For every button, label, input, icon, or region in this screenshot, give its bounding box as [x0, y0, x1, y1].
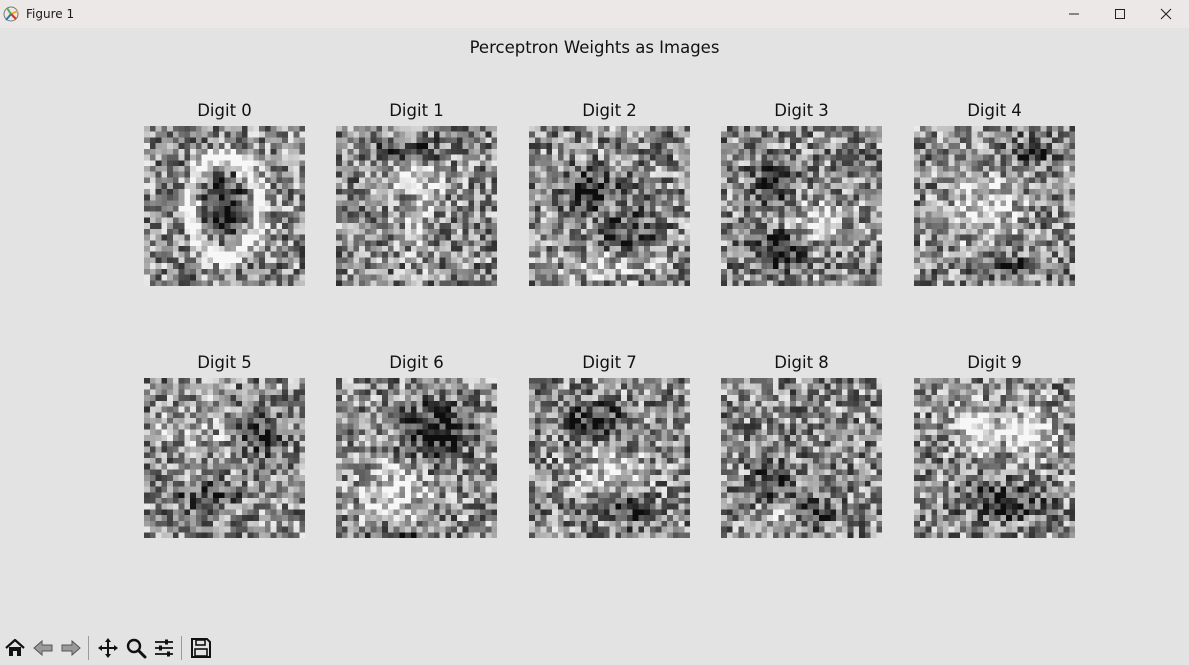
subplot-title: Digit 5: [197, 353, 252, 372]
minimize-button[interactable]: [1051, 0, 1097, 28]
weight-image[interactable]: [529, 378, 690, 538]
weight-image[interactable]: [914, 126, 1075, 286]
subplot-title: Digit 7: [582, 353, 637, 372]
subplot-title: Digit 2: [582, 101, 637, 120]
toolbar-separator: [181, 635, 182, 660]
forward-button[interactable]: [58, 633, 84, 663]
subplot-title: Digit 9: [967, 353, 1022, 372]
subplot-title: Digit 3: [774, 101, 829, 120]
minimize-icon: [1069, 13, 1079, 15]
subplot-title: Digit 8: [774, 353, 829, 372]
forward-icon: [61, 639, 81, 656]
home-button[interactable]: [2, 633, 28, 663]
figure-title: Perceptron Weights as Images: [469, 38, 720, 57]
weight-image[interactable]: [721, 378, 882, 538]
subplot-digit-4[interactable]: Digit 4: [914, 100, 1075, 286]
weight-image[interactable]: [144, 126, 305, 286]
back-button[interactable]: [30, 633, 56, 663]
subplot-title: Digit 0: [197, 101, 252, 120]
save-button[interactable]: [188, 633, 214, 663]
close-button[interactable]: [1143, 0, 1189, 28]
subplot-digit-8[interactable]: Digit 8: [721, 352, 882, 538]
weight-image[interactable]: [144, 378, 305, 538]
subplot-digit-5[interactable]: Digit 5: [144, 352, 305, 538]
subplot-title: Digit 1: [389, 101, 444, 120]
window-title: Figure 1: [26, 7, 75, 21]
maximize-button[interactable]: [1097, 0, 1143, 28]
home-icon: [5, 638, 25, 656]
subplot-title: Digit 6: [389, 353, 444, 372]
zoom-button[interactable]: [123, 633, 149, 663]
subplot-digit-2[interactable]: Digit 2: [529, 100, 690, 286]
subplot-digit-0[interactable]: Digit 0: [144, 100, 305, 286]
subplot-digit-9[interactable]: Digit 9: [914, 352, 1075, 538]
close-icon: [1160, 8, 1172, 20]
save-icon: [191, 637, 211, 658]
maximize-icon: [1115, 9, 1125, 19]
configure-subplots-icon: [155, 639, 173, 656]
matplotlib-icon: [3, 6, 19, 22]
back-icon: [33, 639, 53, 656]
configure-subplots-button[interactable]: [151, 633, 177, 663]
subplot-digit-3[interactable]: Digit 3: [721, 100, 882, 286]
pan-button[interactable]: [95, 633, 121, 663]
toolbar-separator: [88, 635, 89, 660]
weight-image[interactable]: [914, 378, 1075, 538]
weight-image[interactable]: [721, 126, 882, 286]
subplot-digit-7[interactable]: Digit 7: [529, 352, 690, 538]
navigation-toolbar: [0, 630, 1189, 665]
weight-image[interactable]: [336, 378, 497, 538]
window-titlebar[interactable]: Figure 1: [0, 0, 1189, 28]
zoom-icon: [126, 638, 147, 658]
pan-icon: [98, 637, 118, 658]
weight-image[interactable]: [529, 126, 690, 286]
subplot-digit-6[interactable]: Digit 6: [336, 352, 497, 538]
subplot-title: Digit 4: [967, 101, 1022, 120]
subplot-digit-1[interactable]: Digit 1: [336, 100, 497, 286]
weight-image[interactable]: [336, 126, 497, 286]
